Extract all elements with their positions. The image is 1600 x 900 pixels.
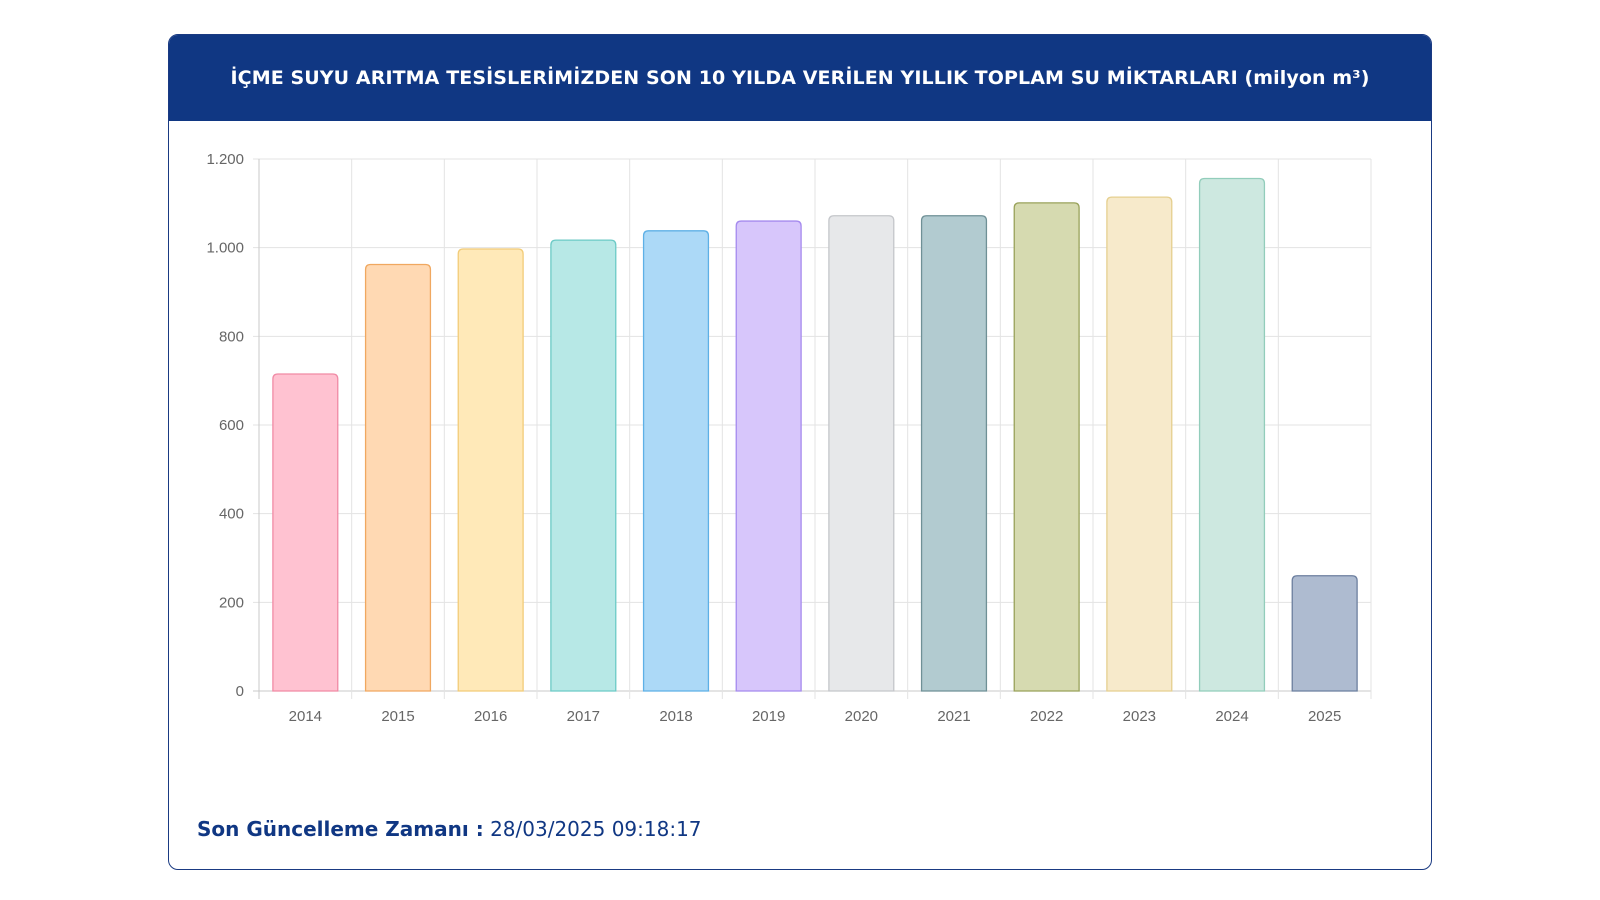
bar-2016: [457, 248, 524, 692]
y-tick-label: 800: [219, 328, 244, 345]
bar-2015: [364, 263, 432, 692]
bar-2021: [920, 215, 988, 692]
y-tick-label: 1.200: [206, 151, 244, 168]
x-tick-label: 2019: [752, 708, 785, 725]
x-tick-label: 2016: [474, 708, 507, 725]
bar-2019: [735, 220, 802, 692]
y-tick-label: 400: [219, 506, 244, 523]
chart-card: İÇME SUYU ARITMA TESİSLERİMİZDEN SON 10 …: [168, 34, 1432, 870]
x-tick-label: 2020: [845, 708, 878, 725]
chart-title: İÇME SUYU ARITMA TESİSLERİMİZDEN SON 10 …: [230, 67, 1370, 89]
bar-2020: [828, 215, 895, 692]
last-update-label: Son Güncelleme Zamanı :: [197, 817, 484, 841]
bar-2014: [272, 373, 339, 692]
bar-chart: 0 200 400 600 800 1.000 1.200 2014 2015 2016 2017 2…: [206, 151, 1372, 725]
y-tick-label: 0: [236, 683, 244, 700]
x-tick-label: 2017: [567, 708, 600, 725]
bar-2017: [550, 239, 617, 692]
y-tick-label: 1.000: [206, 240, 244, 257]
x-tick-label: 2021: [937, 708, 970, 725]
bar-2018: [642, 230, 710, 692]
y-tick-label: 600: [219, 417, 244, 434]
y-tick-label: 200: [219, 594, 244, 611]
x-tick-label: 2015: [381, 708, 414, 725]
bar-2023: [1106, 196, 1173, 692]
bar-2025: [1291, 575, 1358, 692]
chart-area: 0 200 400 600 800 1.000 1.200 2014 2015 2016 2017 2…: [169, 121, 1431, 781]
x-tick-label: 2024: [1215, 708, 1248, 725]
x-tick-label: 2023: [1123, 708, 1156, 725]
last-update-value: 28/03/2025 09:18:17: [490, 817, 702, 841]
x-tick-label: 2022: [1030, 708, 1063, 725]
x-tick-label: 2025: [1308, 708, 1341, 725]
chart-title-bar: İÇME SUYU ARITMA TESİSLERİMİZDEN SON 10 …: [169, 35, 1431, 121]
x-tick-label: 2018: [659, 708, 692, 725]
last-update: Son Güncelleme Zamanı : 28/03/2025 09:18…: [197, 817, 702, 841]
bar-2022: [1013, 202, 1080, 692]
bar-2024: [1198, 177, 1266, 692]
x-tick-label: 2014: [289, 708, 322, 725]
